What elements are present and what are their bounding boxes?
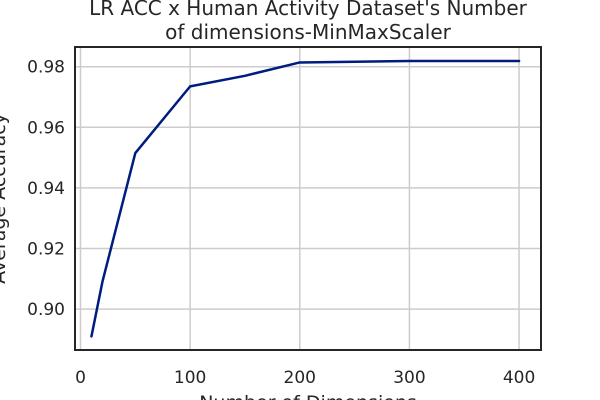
plot-frame (74, 46, 542, 351)
x-tick-label: 400 (503, 368, 535, 388)
y-tick-label: 0.98 (27, 58, 65, 78)
y-axis-label: Average Accuracy (0, 113, 10, 284)
series-layer (90, 59, 521, 338)
chart-title-line: LR ACC x Human Activity Dataset's Number (89, 0, 528, 20)
grid (75, 47, 541, 350)
chart-title-line: of dimensions-MinMaxScaler (165, 20, 452, 44)
series-line (90, 59, 521, 338)
x-tick-label: 0 (75, 368, 86, 388)
y-tick-label: 0.90 (27, 300, 65, 320)
y-tick-label: 0.96 (27, 118, 65, 138)
y-axis-ticks: 0.90 0.92 0.94 0.96 0.98 (27, 58, 65, 320)
y-tick-label: 0.92 (27, 239, 65, 259)
x-tick-label: 100 (174, 368, 206, 388)
chart-title: LR ACC x Human Activity Dataset's Number… (89, 0, 528, 44)
x-tick-label: 200 (284, 368, 316, 388)
x-axis-ticks: 0 100 200 300 400 (75, 368, 535, 388)
y-tick-label: 0.94 (27, 179, 65, 199)
x-tick-label: 300 (393, 368, 425, 388)
x-axis-label: Number of Dimensions (199, 392, 417, 400)
